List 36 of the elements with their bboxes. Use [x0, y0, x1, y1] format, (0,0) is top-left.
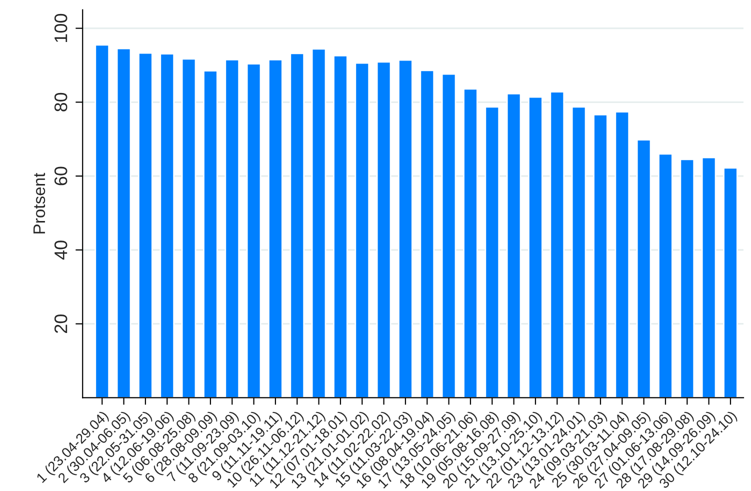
y-tick-label: 40	[54, 240, 68, 260]
bar	[116, 48, 132, 398]
bar	[203, 70, 218, 398]
bar	[138, 52, 153, 398]
bar	[528, 96, 543, 398]
bar	[441, 73, 456, 398]
bar	[571, 106, 586, 398]
bar	[550, 91, 565, 398]
bar	[506, 92, 522, 398]
bar	[160, 53, 175, 398]
bar	[484, 106, 500, 398]
y-tick-label: 100	[54, 14, 68, 42]
bar	[224, 58, 240, 398]
bar	[723, 167, 738, 398]
bar	[680, 158, 695, 398]
bar	[636, 139, 652, 398]
bar	[398, 59, 413, 398]
y-tick-label: 20	[54, 314, 68, 333]
y-tick-label: 60	[54, 166, 68, 186]
bar	[593, 114, 608, 398]
bar	[376, 61, 392, 398]
bar	[463, 88, 478, 398]
y-axis-title: Protsent	[33, 172, 46, 234]
bar	[311, 48, 326, 398]
bar	[701, 156, 716, 398]
bar	[658, 153, 673, 398]
bar	[333, 54, 348, 398]
bar	[354, 62, 370, 398]
bar	[94, 44, 110, 398]
bar	[246, 63, 262, 398]
bar	[420, 70, 435, 398]
bar	[614, 111, 630, 398]
bar	[181, 58, 196, 398]
y-tick-label: 80	[54, 92, 68, 112]
bar	[268, 58, 283, 398]
bar	[290, 52, 305, 398]
